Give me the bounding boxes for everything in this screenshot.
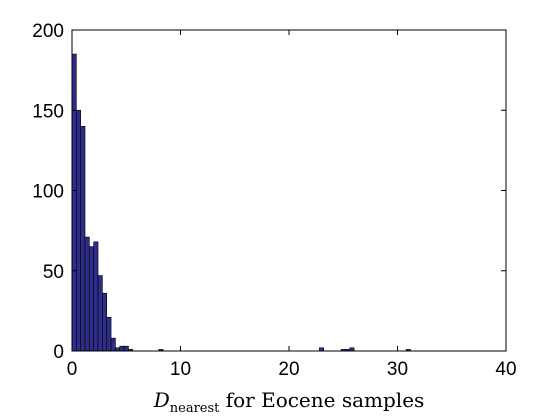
y-tick-label: 0 (53, 342, 64, 363)
x-tick-label: 30 (387, 359, 408, 380)
histogram-bar (110, 337, 116, 352)
ticks-group: 0 10 20 30 40 0 50 100 150 200 (32, 21, 516, 380)
x-axis-label-subscript: nearest (170, 401, 220, 416)
y-tick-label: 150 (32, 101, 64, 122)
x-tick-label: 0 (67, 359, 78, 380)
x-axis-label-suffix: for Eocene samples (219, 388, 424, 412)
x-tick-label: 20 (278, 359, 299, 380)
x-tick-label: 40 (495, 359, 516, 380)
x-axis-label: Dnearest for Eocene samples (153, 388, 425, 416)
x-tick-label: 10 (170, 359, 191, 380)
x-axis-label-symbol: D (153, 388, 170, 412)
histogram-bar (84, 236, 90, 352)
histogram-bar (71, 53, 77, 352)
y-tick-label: 50 (43, 262, 64, 283)
y-tick-label: 100 (32, 182, 64, 203)
histogram-bar (119, 345, 125, 352)
histogram-bar (106, 316, 112, 352)
y-tick-label: 200 (32, 21, 64, 42)
histogram-bar (89, 246, 95, 352)
plot-frame (71, 29, 507, 352)
histogram-bar (93, 241, 99, 352)
histogram-bar (80, 126, 86, 352)
histogram-bar (102, 292, 108, 352)
histogram-bar (97, 275, 103, 352)
histogram-bar (76, 109, 81, 352)
histogram-bar (123, 345, 129, 352)
